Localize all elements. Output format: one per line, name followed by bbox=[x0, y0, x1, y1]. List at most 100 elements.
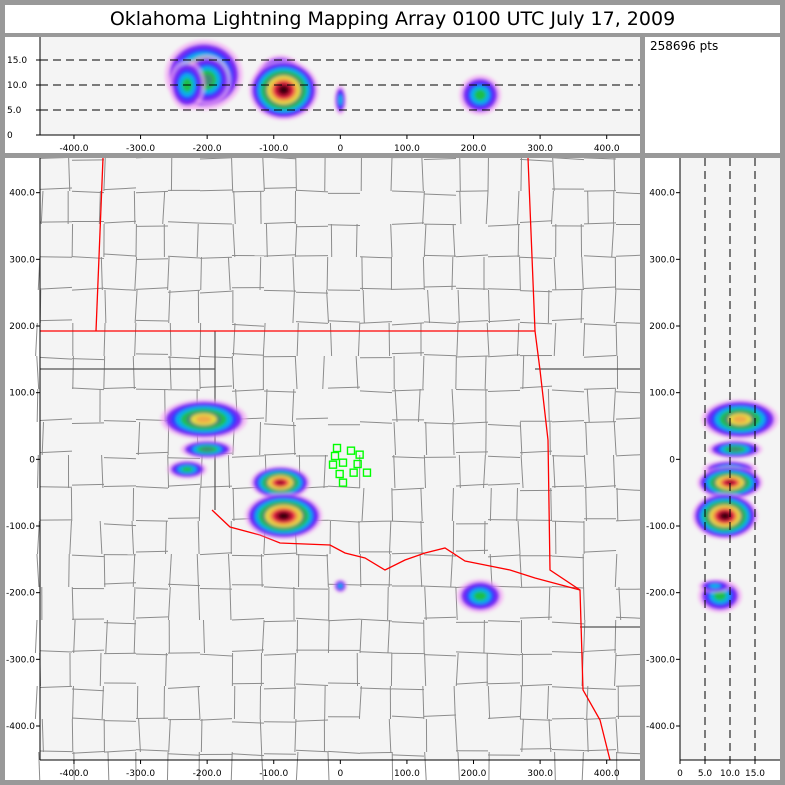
lightning-density bbox=[160, 399, 504, 613]
county-line bbox=[551, 455, 585, 457]
altitude-cluster-4-level-10 bbox=[720, 512, 730, 520]
y-tick-label: 5.0 bbox=[7, 106, 22, 116]
county-line bbox=[36, 355, 40, 390]
county-line bbox=[103, 355, 106, 390]
county-line bbox=[615, 519, 640, 522]
county-line bbox=[261, 619, 265, 654]
county-line bbox=[199, 355, 233, 359]
county-line bbox=[229, 586, 232, 621]
county-line bbox=[615, 718, 619, 753]
county-line bbox=[71, 688, 105, 692]
county-line bbox=[551, 389, 585, 393]
county-line bbox=[615, 752, 640, 755]
county-line bbox=[487, 685, 491, 720]
county-line bbox=[103, 749, 137, 753]
lma-station-marker bbox=[355, 450, 364, 459]
county-line bbox=[167, 586, 171, 621]
county-line bbox=[295, 554, 329, 557]
county-line bbox=[167, 517, 201, 519]
county-line bbox=[487, 483, 521, 486]
county-line bbox=[551, 158, 585, 161]
county-line bbox=[200, 718, 203, 753]
county-line bbox=[199, 385, 233, 389]
county-line bbox=[583, 158, 617, 160]
x-tick-label: 0 bbox=[677, 769, 683, 779]
x-tick-label: 15.0 bbox=[745, 769, 765, 779]
county-line bbox=[294, 718, 297, 753]
county-line bbox=[422, 685, 425, 720]
county-line bbox=[327, 485, 361, 489]
county-line bbox=[451, 388, 455, 423]
county-line bbox=[327, 750, 361, 754]
county-line bbox=[199, 290, 233, 294]
county-line bbox=[295, 683, 329, 687]
lma-station-marker bbox=[346, 446, 356, 455]
county-line bbox=[455, 549, 489, 552]
county-line bbox=[391, 456, 425, 459]
y-tick-label: 100.0 bbox=[649, 389, 675, 399]
lma-station-marker bbox=[328, 460, 338, 469]
county-line bbox=[583, 549, 617, 553]
point-count-panel: 258696 pts bbox=[645, 37, 780, 153]
county-line bbox=[359, 651, 393, 654]
county-line bbox=[613, 421, 617, 456]
county-line bbox=[613, 454, 616, 489]
county-line bbox=[519, 748, 553, 750]
county-line bbox=[519, 685, 523, 720]
x-tick-label: 5.0 bbox=[698, 769, 713, 779]
county-line bbox=[135, 653, 169, 656]
county-line bbox=[551, 485, 585, 488]
county-line bbox=[271, 158, 297, 160]
county-borders bbox=[34, 158, 640, 780]
county-line bbox=[71, 717, 105, 721]
county-line bbox=[135, 520, 169, 522]
county-line bbox=[487, 554, 521, 558]
county-line bbox=[390, 158, 393, 192]
county-line bbox=[134, 256, 138, 291]
county-line bbox=[613, 388, 616, 423]
county-line bbox=[292, 289, 295, 324]
county-line bbox=[519, 553, 523, 588]
county-line bbox=[329, 322, 333, 357]
county-line bbox=[547, 289, 550, 324]
county-line bbox=[393, 454, 396, 489]
county-line bbox=[295, 617, 329, 621]
x-tick-label: 200.0 bbox=[461, 769, 487, 779]
county-line bbox=[293, 685, 296, 720]
county-line bbox=[263, 653, 297, 656]
county-line bbox=[69, 520, 72, 555]
county-line bbox=[586, 388, 590, 423]
county-line bbox=[583, 286, 617, 289]
county-line bbox=[38, 751, 41, 780]
east-west-altitude-panel: -400.0 -300.0 -200.0 -100.0 0 100.0 200.0 300.0… bbox=[5, 37, 640, 153]
county-line bbox=[615, 653, 640, 657]
county-line bbox=[519, 290, 553, 293]
county-line bbox=[581, 751, 584, 780]
county-line bbox=[73, 619, 76, 654]
county-line bbox=[169, 355, 172, 390]
county-line bbox=[455, 287, 489, 290]
county-line bbox=[551, 420, 585, 423]
county-line bbox=[391, 688, 425, 691]
county-line bbox=[263, 187, 297, 189]
county-line bbox=[521, 718, 524, 753]
county-line bbox=[423, 285, 457, 288]
lightning-cluster-4-level-10 bbox=[278, 512, 290, 520]
x-tick-label: -100.0 bbox=[259, 144, 288, 153]
county-line bbox=[135, 451, 169, 454]
county-line bbox=[165, 520, 167, 555]
county-line bbox=[427, 289, 431, 324]
county-line bbox=[517, 520, 521, 555]
county-line bbox=[263, 552, 297, 556]
county-line bbox=[40, 190, 44, 225]
county-line bbox=[72, 355, 74, 390]
county-line bbox=[233, 190, 236, 225]
county-line bbox=[231, 554, 265, 557]
county-line bbox=[552, 454, 556, 489]
county-line bbox=[296, 322, 299, 357]
county-line bbox=[227, 454, 230, 489]
county-line bbox=[35, 322, 38, 357]
altitude-cluster-4-level-10 bbox=[278, 85, 289, 95]
county-line bbox=[519, 718, 553, 721]
county-line bbox=[293, 421, 296, 456]
